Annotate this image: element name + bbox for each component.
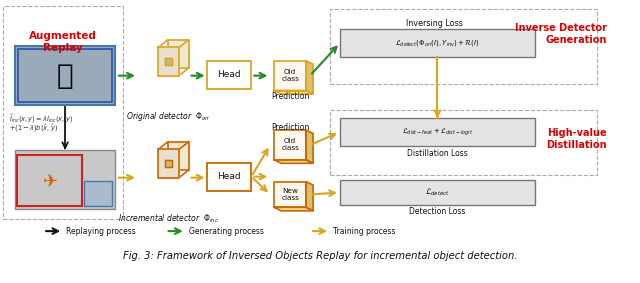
Text: High-value
Distillation: High-value Distillation [546,128,607,150]
FancyBboxPatch shape [330,9,596,83]
Text: ✈: ✈ [43,173,58,192]
Polygon shape [306,130,313,163]
Polygon shape [274,91,313,94]
Polygon shape [274,182,306,207]
Polygon shape [274,160,313,163]
FancyBboxPatch shape [340,118,535,146]
Polygon shape [306,182,313,211]
FancyBboxPatch shape [330,110,596,175]
Text: New
class: New class [281,188,299,201]
FancyBboxPatch shape [207,61,252,89]
Polygon shape [158,48,179,76]
Text: Prediction: Prediction [271,123,309,132]
Text: $\mathcal{L}_{dist-feat} + \mathcal{L}_{dist-logit}$: $\mathcal{L}_{dist-feat} + \mathcal{L}_{… [402,126,473,138]
Text: $\mathcal{L}_{detect}$: $\mathcal{L}_{detect}$ [425,187,450,198]
Text: $+(1 - \lambda)b(\hat{x}, \hat{y})$: $+(1 - \lambda)b(\hat{x}, \hat{y})$ [10,122,58,134]
Polygon shape [168,142,189,170]
Polygon shape [274,130,306,160]
Text: Old
class: Old class [281,69,299,82]
Polygon shape [165,160,172,167]
FancyBboxPatch shape [84,181,112,206]
Text: Detection Loss: Detection Loss [410,207,466,216]
Text: Old
class: Old class [281,138,299,151]
Text: $\hat{I}_{inc}(x, y) = \lambda I_{inc}(x, y)$: $\hat{I}_{inc}(x, y) = \lambda I_{inc}(x… [10,112,74,125]
FancyBboxPatch shape [207,163,252,190]
Text: Replaying process: Replaying process [66,227,136,236]
Polygon shape [158,149,179,178]
Text: Incremental detector  $\Phi_{inc}$: Incremental detector $\Phi_{inc}$ [118,212,220,225]
Text: Head: Head [218,172,241,181]
Polygon shape [165,58,172,65]
FancyBboxPatch shape [3,6,123,219]
Text: Distillation Loss: Distillation Loss [407,149,468,158]
Polygon shape [306,61,313,94]
Polygon shape [168,40,189,68]
FancyBboxPatch shape [15,46,115,105]
Text: Inverse Detector
Generation: Inverse Detector Generation [515,23,607,45]
Text: $\mathcal{L}_{detect}(\Phi_{ori}(I), Y_{inv}) + \mathcal{R}(I)$: $\mathcal{L}_{detect}(\Phi_{ori}(I), Y_{… [395,38,480,48]
Polygon shape [274,61,306,91]
FancyBboxPatch shape [15,150,115,209]
Text: Original detector  $\Phi_{ori}$: Original detector $\Phi_{ori}$ [127,110,211,123]
Polygon shape [274,207,313,211]
Text: Generating process: Generating process [189,227,264,236]
Text: Prediction: Prediction [271,93,309,102]
FancyBboxPatch shape [340,180,535,205]
Text: Fig. 3: Framework of Inversed Objects Replay for incremental object detection.: Fig. 3: Framework of Inversed Objects Re… [123,251,517,261]
Text: 🦅: 🦅 [57,62,74,90]
FancyBboxPatch shape [340,29,535,57]
Text: Training process: Training process [333,227,396,236]
Text: Inversing Loss: Inversing Loss [406,19,463,28]
Text: Head: Head [218,70,241,79]
Text: Augmented
Replay: Augmented Replay [29,31,97,53]
